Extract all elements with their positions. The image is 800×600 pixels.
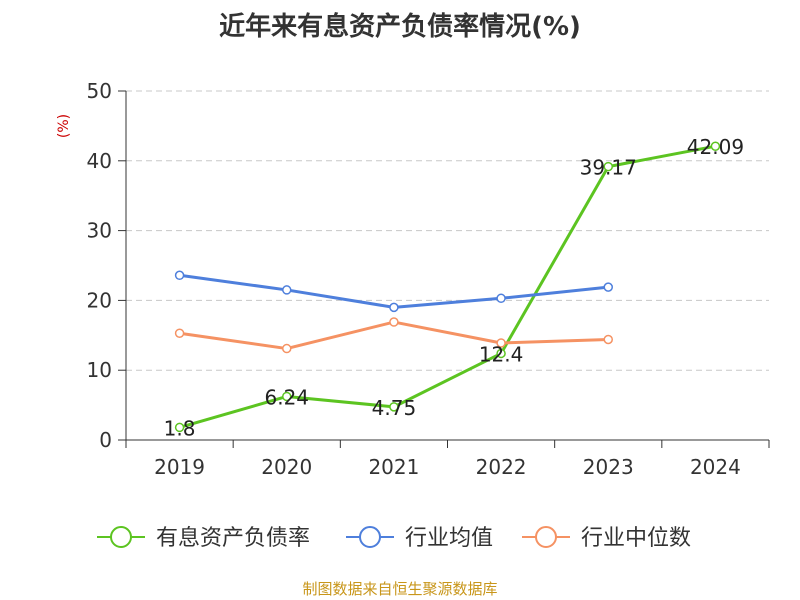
source-note: 制图数据来自恒生聚源数据库 (302, 580, 498, 598)
y-tick-label: 50 (87, 79, 112, 103)
y-tick-label: 20 (87, 288, 112, 312)
data-point (389, 302, 399, 313)
x-tick-label: 2022 (476, 455, 527, 479)
gridlines (126, 90, 769, 371)
legend-label: 有息资产负债率 (156, 526, 310, 551)
chart-title: 近年来有息资产负债率情况(%) (219, 12, 581, 42)
data-labels: 1.8 6.24 4.75 12.4 39.17 42.09 (164, 135, 744, 440)
data-point (603, 282, 613, 292)
x-tick-label: 2019 (154, 455, 205, 479)
series-2 (174, 270, 613, 313)
data-point (389, 317, 399, 327)
x-tick-label: 2023 (583, 455, 634, 479)
data-point (174, 328, 185, 338)
y-tick-label: 40 (87, 149, 112, 173)
legend-marker (359, 526, 381, 548)
x-tick-label: 2021 (368, 455, 419, 479)
legend-label: 行业中位数 (581, 526, 691, 551)
data-point (603, 161, 613, 172)
data-point (174, 422, 185, 433)
data-point (389, 402, 399, 412)
legend-marker (535, 526, 557, 548)
axes: 0 10 20 30 40 50 2019 2020 2021 2022 2023 2024 (87, 79, 770, 479)
data-point (282, 343, 292, 354)
data-label: 6.24 (264, 385, 309, 409)
data-point (282, 391, 292, 402)
series-3 (174, 317, 613, 354)
data-point (603, 334, 613, 345)
data-label: 12.4 (479, 342, 524, 366)
y-tick-label: 0 (99, 428, 112, 452)
legend-item: 行业均值 (346, 526, 493, 551)
legend-item: 行业中位数 (522, 526, 691, 551)
y-axis-label: (%) (56, 114, 72, 138)
y-tick-label: 30 (87, 219, 112, 243)
series (174, 141, 721, 433)
legend-item: 有息资产负债率 (97, 526, 310, 551)
legend-marker (110, 526, 132, 548)
data-point (710, 141, 721, 151)
data-label: 1.8 (164, 416, 196, 440)
data-point (496, 293, 506, 304)
x-tick-label: 2024 (690, 455, 741, 479)
legend-label: 行业均值 (405, 526, 493, 551)
data-point (282, 285, 292, 295)
x-tick-label: 2020 (261, 455, 312, 479)
data-label: 39.17 (580, 156, 637, 180)
data-point (174, 270, 185, 281)
legend: 有息资产负债率 行业均值 行业中位数 (97, 526, 691, 551)
series-1 (174, 141, 721, 433)
data-point (496, 338, 506, 348)
series-line (179, 144, 716, 429)
data-label: 42.09 (687, 135, 744, 159)
y-tick-label: 10 (87, 358, 112, 382)
data-label: 4.75 (372, 396, 417, 420)
data-point (496, 348, 506, 359)
